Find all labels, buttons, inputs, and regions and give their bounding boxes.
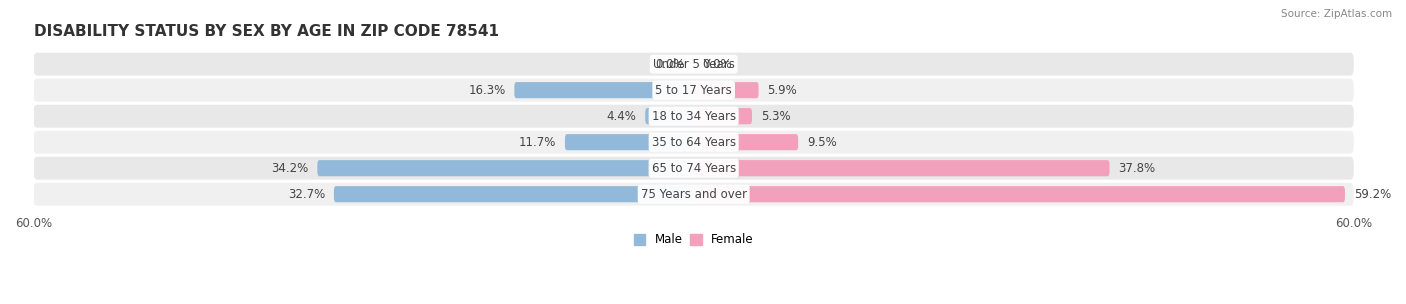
Text: 4.4%: 4.4% [606,110,637,123]
FancyBboxPatch shape [693,160,1109,176]
Text: 32.7%: 32.7% [288,188,325,201]
FancyBboxPatch shape [34,79,1354,102]
FancyBboxPatch shape [34,53,1354,76]
Text: 0.0%: 0.0% [703,58,733,71]
Text: 0.0%: 0.0% [655,58,685,71]
FancyBboxPatch shape [693,108,752,124]
FancyBboxPatch shape [34,131,1354,154]
FancyBboxPatch shape [34,183,1354,206]
FancyBboxPatch shape [693,186,1346,202]
Text: 59.2%: 59.2% [1354,188,1391,201]
Text: Source: ZipAtlas.com: Source: ZipAtlas.com [1281,9,1392,19]
FancyBboxPatch shape [34,157,1354,180]
Text: 5 to 17 Years: 5 to 17 Years [655,84,733,97]
Text: 5.3%: 5.3% [761,110,790,123]
Text: 18 to 34 Years: 18 to 34 Years [651,110,735,123]
Legend: Male, Female: Male, Female [628,229,758,251]
Text: Under 5 Years: Under 5 Years [652,58,734,71]
FancyBboxPatch shape [693,134,799,150]
Text: DISABILITY STATUS BY SEX BY AGE IN ZIP CODE 78541: DISABILITY STATUS BY SEX BY AGE IN ZIP C… [34,24,499,39]
FancyBboxPatch shape [565,134,693,150]
Text: 16.3%: 16.3% [468,84,506,97]
FancyBboxPatch shape [515,82,693,98]
Text: 35 to 64 Years: 35 to 64 Years [651,136,735,149]
FancyBboxPatch shape [318,160,693,176]
Text: 65 to 74 Years: 65 to 74 Years [651,162,735,175]
Text: 9.5%: 9.5% [807,136,837,149]
Text: 75 Years and over: 75 Years and over [641,188,747,201]
FancyBboxPatch shape [693,82,759,98]
FancyBboxPatch shape [645,108,693,124]
Text: 5.9%: 5.9% [768,84,797,97]
Text: 37.8%: 37.8% [1118,162,1156,175]
Text: 11.7%: 11.7% [519,136,557,149]
FancyBboxPatch shape [34,105,1354,128]
Text: 34.2%: 34.2% [271,162,308,175]
FancyBboxPatch shape [333,186,693,202]
